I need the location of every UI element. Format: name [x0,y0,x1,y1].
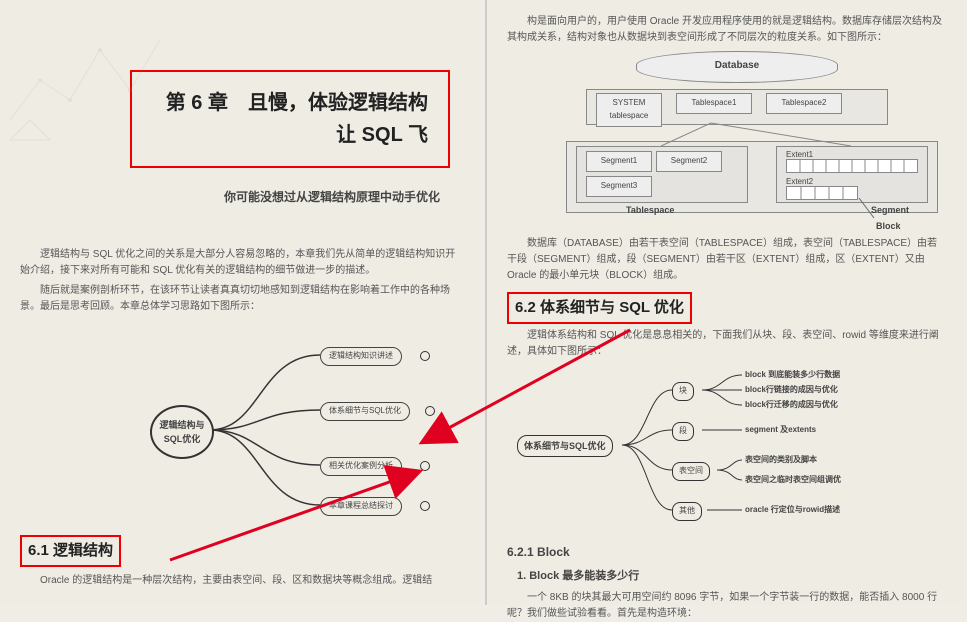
detail-tree-diagram: 体系细节与SQL优化 块 段 表空间 其他 block 到底能装多少行数据 bl… [507,365,945,535]
tree-leaf-1: block 到底能装多少行数据 [745,369,840,382]
intro-para-1: 逻辑结构与 SQL 优化之间的关系是大部分人容易忽略的，本章我们先从简单的逻辑结… [20,247,460,279]
tree-branch-block: 块 [672,382,694,401]
tree-leaf-2: block行链接的成因与优化 [745,384,838,397]
tree-branch-other: 其他 [672,502,702,521]
mindmap-node-1: 逻辑结构知识讲述 [320,347,402,366]
tree-leaf-6: 表空间之临时表空间组调优 [745,474,841,487]
diagram-connectors [536,51,936,231]
subsection-1-block-rows: 1. Block 最多能装多少行 [517,568,945,586]
chapter-subtitle: 你可能没想过从逻辑结构原理中动手优化 [20,188,440,207]
mindmap-center: 逻辑结构与SQL优化 [150,405,214,459]
tree-leaf-7: oracle 行定位与rowid描述 [745,504,840,517]
mindmap-lines [20,325,480,525]
section-6-1-heading: 6.1 逻辑结构 [20,535,121,567]
block-capacity-para: 一个 8KB 的块其最大可用空间约 8096 字节，如果一个字节装一行的数据，能… [507,590,945,622]
mindmap-node-2: 体系细节与SQL优化 [320,402,410,421]
tree-leaf-3: block行迁移的成因与优化 [745,399,838,412]
database-composition-para: 数据库（DATABASE）由若干表空间（TABLESPACE）组成，表空间（TA… [507,236,945,284]
chapter-title-box: 第 6 章 且慢，体验逻辑结构 让 SQL 飞 [130,70,450,168]
intro-para-2: 随后就是案例剖析环节，在该环节让读者真真切切地感知到逻辑结构在影响着工作中的各种… [20,283,460,315]
tree-branch-tablespace: 表空间 [672,462,710,481]
right-page: 构是面向用户的，用户使用 Oracle 开发应用程序使用的就是逻辑结构。数据库存… [485,0,965,605]
para-6-1: Oracle 的逻辑结构是一种层次结构，主要由表空间、段、区和数据块等概念组成。… [20,573,460,589]
left-page: 第 6 章 且慢，体验逻辑结构 让 SQL 飞 你可能没想过从逻辑结构原理中动手… [0,0,480,605]
mindmap-node-4: 本章课程总结探讨 [320,497,402,516]
mindmap-diagram: 逻辑结构与SQL优化 逻辑结构知识讲述 体系细节与SQL优化 相关优化案例分析 … [20,325,460,525]
chapter-title-line2: 让 SQL 飞 [152,119,428,151]
section-6-2-heading: 6.2 体系细节与 SQL 优化 [507,292,692,324]
mindmap-node-3: 相关优化案例分析 [320,457,402,476]
right-top-para: 构是面向用户的，用户使用 Oracle 开发应用程序使用的就是逻辑结构。数据库存… [507,14,945,46]
tree-leaf-4: segment 及extents [745,424,816,437]
storage-diagram: Database SYSTEM tablespace Tablespace1 T… [536,51,916,231]
tree-root: 体系细节与SQL优化 [517,435,613,457]
subsection-6-2-1: 6.2.1 Block [507,543,945,562]
tree-leaf-5: 表空间的类别及脚本 [745,454,817,467]
para-6-2-intro: 逻辑体系结构和 SQL 优化是息息相关的，下面我们从块、段、表空间、rowid … [507,328,945,360]
tree-branch-segment: 段 [672,422,694,441]
chapter-title-line1: 第 6 章 且慢，体验逻辑结构 [152,87,428,119]
